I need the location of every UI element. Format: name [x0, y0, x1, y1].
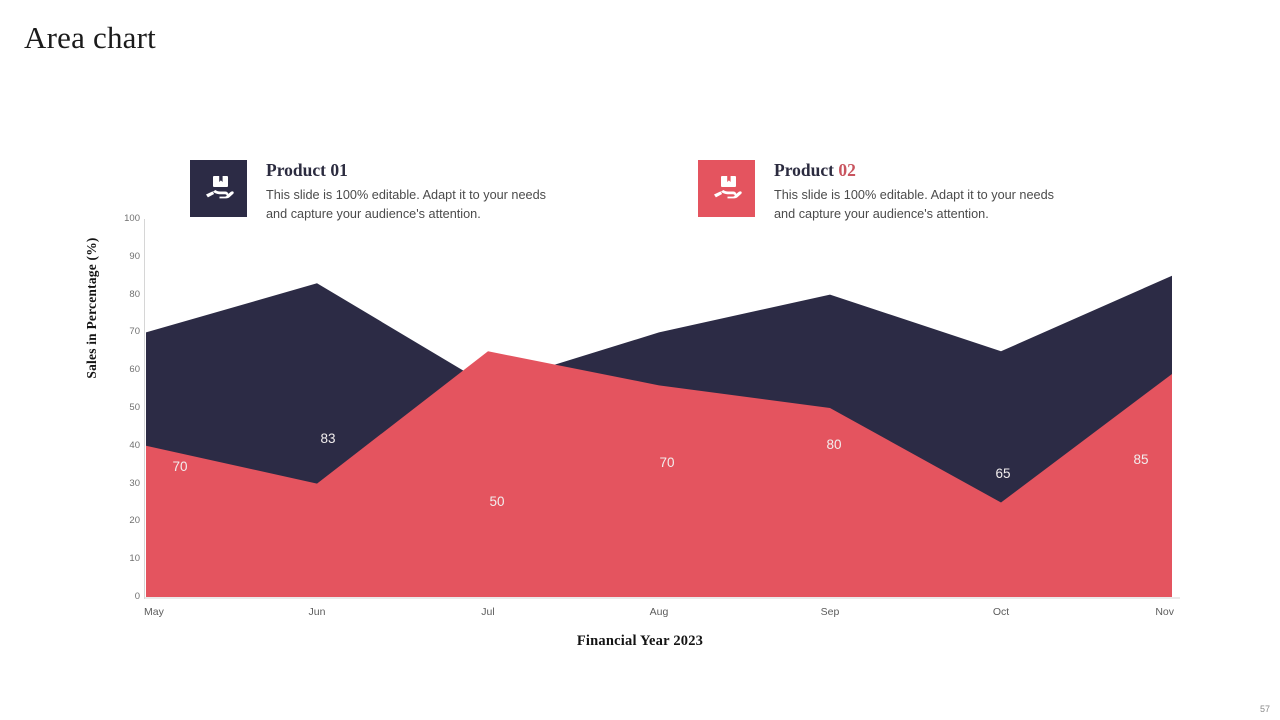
y-axis-ticks: 0 10 20 30 40 50 60 70 80 90 100	[98, 0, 140, 720]
legend-item-product-01[interactable]: Product 01 This slide is 100% editable. …	[190, 160, 566, 223]
y-axis-line	[144, 219, 145, 599]
x-axis-tick-label: May	[144, 606, 164, 618]
y-axis-tick-label: 50	[129, 402, 140, 413]
page-number: 57	[1259, 704, 1270, 714]
y-axis-tick-label: 10	[129, 553, 140, 565]
data-point-label: 70	[172, 459, 188, 474]
data-point-label: 83	[320, 431, 336, 446]
x-axis-tick-label: Jul	[481, 606, 495, 618]
data-point-label: 65	[995, 466, 1011, 481]
x-axis-title: Financial Year 2023	[576, 633, 704, 649]
legend-swatch-product-02	[698, 160, 755, 217]
x-axis-tick-label: Oct	[992, 606, 1010, 618]
area-series-product-02	[146, 351, 1172, 597]
x-axis-tick-label: Nov	[1155, 606, 1174, 618]
page-title: Area chart	[24, 20, 156, 55]
legend-body-product-01: This slide is 100% editable. Adapt it to…	[266, 188, 546, 221]
legend-text-product-01: Product 01 This slide is 100% editable. …	[266, 160, 566, 223]
y-axis-tick-label: 80	[129, 288, 140, 300]
y-axis-tick-label: 0	[134, 591, 140, 602]
y-axis-tick-label: 20	[129, 515, 140, 527]
x-axis-tick-label: Sep	[820, 606, 840, 618]
legend-heading-main-02: Product	[774, 160, 839, 180]
y-axis-tick-label: 40	[129, 439, 140, 451]
legend-heading-number-02: 02	[838, 160, 856, 180]
legend-item-product-02[interactable]: Product 02 This slide is 100% editable. …	[698, 160, 1074, 223]
data-point-label: 85	[1133, 452, 1149, 467]
legend-body-product-02: This slide is 100% editable. Adapt it to…	[774, 188, 1054, 221]
y-axis-tick-label: 90	[129, 250, 140, 262]
y-axis-tick-label: 60	[129, 364, 140, 376]
package-in-hand-icon	[202, 172, 236, 206]
y-axis-tick-label: 70	[129, 326, 140, 338]
y-axis-tick-label: 30	[129, 477, 140, 489]
data-point-label: 70	[659, 455, 675, 470]
legend-heading-main-01: Product	[266, 160, 331, 180]
legend-heading-product-02: Product 02	[774, 160, 1074, 180]
package-in-hand-icon	[710, 172, 744, 206]
data-point-label: 80	[826, 437, 842, 452]
legend-text-product-02: Product 02 This slide is 100% editable. …	[774, 160, 1074, 223]
legend-heading-product-01: Product 01	[266, 160, 566, 180]
data-point-label: 50	[489, 494, 505, 509]
y-axis-tick-label: 100	[124, 213, 140, 224]
x-axis-tick-label: Jun	[308, 606, 326, 618]
x-axis-tick-label: Aug	[649, 606, 669, 618]
legend-heading-number-01: 01	[330, 160, 348, 180]
legend-swatch-product-01	[190, 160, 247, 217]
